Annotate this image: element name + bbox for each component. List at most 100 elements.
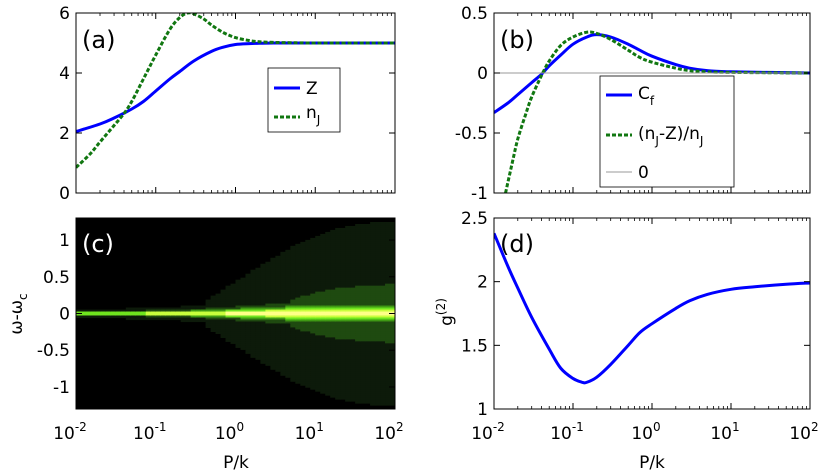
heatmap-cell: [220, 309, 227, 313]
heatmap-cell: [360, 393, 366, 396]
heatmap-cell: [335, 383, 341, 386]
heatmap-cell: [385, 363, 391, 366]
heatmap-cell: [185, 309, 192, 313]
heatmap-cell: [80, 315, 87, 319]
heatmap-cell: [310, 379, 316, 382]
heatmap-cell: [365, 269, 371, 273]
heatmap-cell: [375, 325, 381, 329]
heatmap-cell: [350, 339, 356, 342]
heatmap-cell: [345, 249, 351, 253]
heatmap-cell: [190, 309, 197, 313]
heatmap-cell: [155, 307, 162, 311]
heatmap-cell: [325, 371, 331, 374]
heatmap-cell: [330, 273, 336, 277]
heatmap-cell: [255, 349, 262, 352]
heatmap-cell: [310, 305, 316, 309]
heatmap-cell: [375, 379, 381, 382]
heatmap-cell: [295, 321, 301, 325]
heatmap-cell: [375, 383, 381, 386]
heatmap-cell: [360, 273, 366, 277]
heatmap-cell: [290, 263, 296, 267]
heatmap-cell: [385, 261, 391, 265]
heatmap-cell: [300, 297, 306, 301]
heatmap-cell: [350, 283, 356, 287]
heatmap-cell: [270, 301, 276, 305]
heatmap-cell: [335, 295, 341, 299]
heatmap-cell: [355, 357, 361, 360]
heatmap-cell: [360, 307, 366, 311]
heatmap-cell: [305, 327, 311, 331]
heatmap-cell: [315, 299, 321, 303]
heatmap-cell: [235, 339, 242, 342]
heatmap-cell: [215, 301, 222, 305]
heatmap-cell: [340, 367, 346, 370]
heatmap-cell: [270, 281, 276, 285]
heatmap-cell: [305, 373, 311, 376]
heatmap-cell: [335, 333, 341, 336]
heatmap-cell: [310, 275, 316, 279]
heatmap-cell: [380, 281, 386, 285]
heatmap-cell: [285, 341, 291, 344]
heatmap-cell: [315, 355, 321, 358]
heatmap-cell: [295, 339, 301, 342]
heatmap-cell: [335, 391, 341, 394]
heatmap-cell: [390, 291, 395, 295]
heatmap-cell: [295, 347, 301, 350]
heatmap-cell: [295, 297, 301, 301]
heatmap-cell: [295, 379, 301, 382]
heatmap-cell: [335, 281, 341, 285]
heatmap-cell: [385, 275, 391, 279]
heatmap-cell: [365, 339, 371, 342]
heatmap-cell: [320, 343, 326, 346]
heatmap-cell: [255, 323, 262, 327]
heatmap-cell: [240, 341, 247, 344]
heatmap-cell: [370, 347, 376, 350]
heatmap-cell: [360, 249, 366, 253]
heatmap-cell: [375, 293, 381, 297]
heatmap-cell: [300, 371, 306, 374]
x-tick-label-exp: 2: [396, 420, 404, 434]
heatmap-cell: [360, 255, 366, 259]
heatmap-cell: [345, 323, 351, 327]
heatmap-cell: [385, 293, 391, 297]
heatmap-cell: [295, 325, 301, 329]
heatmap-cell: [115, 315, 122, 319]
y-tick-label: -1: [53, 378, 70, 398]
heatmap-cell: [375, 273, 381, 277]
heatmap-cell: [225, 313, 232, 317]
heatmap-cell: [375, 301, 381, 305]
heatmap-cell: [365, 323, 371, 327]
heatmap-cell: [240, 295, 247, 299]
heatmap-cell: [375, 371, 381, 374]
heatmap-cell: [325, 283, 331, 287]
heatmap-cell: [320, 381, 326, 384]
heatmap-cell: [265, 339, 271, 342]
heatmap-cell: [355, 345, 361, 348]
heatmap-cell: [340, 369, 346, 372]
heatmap-cell: [315, 321, 321, 325]
heatmap-cell: [300, 249, 306, 253]
heatmap-cell: [375, 373, 381, 376]
heatmap-cell: [380, 385, 386, 388]
heatmap-cell: [295, 359, 301, 362]
heatmap-cell: [350, 391, 356, 394]
heatmap-cell: [370, 341, 376, 344]
heatmap-cell: [360, 291, 366, 295]
heatmap-cell: [305, 277, 311, 281]
heatmap-cell: [370, 227, 376, 231]
heatmap-cell: [120, 309, 127, 313]
heatmap-cell: [335, 287, 341, 291]
heatmap-cell: [365, 255, 371, 259]
heatmap-cell: [250, 283, 257, 287]
heatmap-cell: [305, 355, 311, 358]
heatmap-cell: [255, 287, 262, 291]
heatmap-cell: [300, 279, 306, 283]
heatmap-cell: [315, 243, 321, 247]
heatmap-cell: [305, 357, 311, 360]
heatmap-cell: [290, 337, 296, 340]
heatmap-cell: [225, 299, 232, 303]
heatmap-cell: [300, 319, 306, 323]
legend-label-cf-main: C: [638, 84, 650, 104]
heatmap-cell: [305, 321, 311, 325]
x-tick-label: 10-1: [133, 420, 167, 444]
